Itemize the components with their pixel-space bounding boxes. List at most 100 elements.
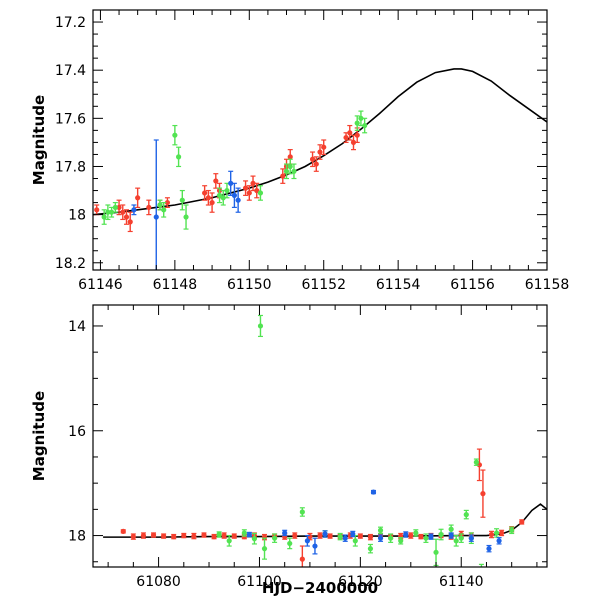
data-point-green — [473, 459, 479, 465]
data-point-green — [433, 549, 439, 555]
data-point-green — [358, 115, 364, 121]
x-tick-label: 61140 — [439, 574, 484, 590]
data-point-red — [292, 532, 298, 539]
model-curve — [93, 68, 547, 216]
data-point-red — [161, 533, 167, 539]
y-tick-label: 18.2 — [55, 256, 86, 272]
data-point-green — [283, 168, 290, 174]
data-point-red — [191, 533, 197, 539]
data-point-red — [254, 187, 260, 194]
y-tick-label: 18 — [68, 529, 86, 545]
data-point-red — [499, 530, 505, 536]
data-point-green — [388, 535, 394, 541]
data-point-blue — [304, 538, 310, 544]
data-point-blue — [350, 531, 356, 537]
data-point-green — [216, 192, 223, 198]
x-tick-label: 61146 — [78, 277, 123, 293]
x-tick-label: 61080 — [136, 574, 181, 590]
data-point-green — [337, 534, 343, 540]
data-point-blue — [403, 531, 409, 538]
y-axis-label: Magnitude — [30, 391, 48, 481]
data-point-green — [352, 538, 358, 544]
data-point-green — [257, 190, 264, 196]
data-point-green — [438, 531, 444, 538]
data-point-green — [179, 197, 185, 203]
bottom-panel: 61080 61100 61120 61140 14 16 18 Magnitude HJD−2… — [30, 304, 548, 597]
data-point-red — [350, 139, 357, 146]
data-point-red — [280, 173, 286, 179]
series-red — [94, 124, 360, 233]
data-point-red — [130, 534, 136, 540]
data-point-green — [101, 214, 107, 220]
plot-area — [93, 68, 547, 270]
data-point-blue — [231, 192, 238, 198]
data-point-red — [347, 130, 353, 136]
data-point-green — [299, 509, 305, 515]
series-blue — [246, 489, 502, 555]
data-point-red — [367, 534, 374, 540]
data-point-red — [321, 144, 327, 150]
data-point-green — [105, 209, 111, 215]
data-point-red — [146, 204, 152, 211]
data-point-green — [493, 530, 500, 536]
data-point-green — [224, 187, 230, 194]
data-point-red — [408, 532, 414, 539]
data-point-blue — [377, 535, 384, 541]
data-point-blue — [228, 180, 234, 186]
data-point-red — [488, 531, 495, 538]
data-point-blue — [428, 534, 434, 540]
y-axis-label: Magnitude — [30, 95, 48, 185]
data-point-green — [257, 323, 264, 329]
data-point-green — [484, 583, 489, 588]
data-point-blue — [235, 197, 241, 203]
data-point-red — [209, 199, 215, 206]
data-point-red — [120, 528, 126, 534]
y-tick-label: 14 — [68, 319, 86, 335]
data-point-red — [140, 532, 147, 539]
y-tick-label: 18 — [68, 208, 86, 224]
data-point-green — [220, 195, 226, 201]
data-point-red — [309, 156, 316, 162]
data-point-green — [479, 567, 484, 572]
data-point-red — [171, 534, 177, 540]
data-point-green — [413, 530, 419, 536]
data-point-red — [116, 204, 122, 211]
x-tick-label: 61158 — [525, 277, 570, 293]
y-tick-label: 17.8 — [55, 159, 86, 175]
data-point-red — [317, 532, 323, 539]
top-panel: 61146 61148 61150 61152 61154 61156 61158 17.2 1… — [30, 9, 570, 293]
data-point-green — [161, 207, 167, 213]
data-point-red — [164, 199, 171, 206]
data-point-blue — [153, 214, 159, 220]
data-point-green — [398, 538, 404, 544]
data-point-red — [221, 532, 227, 539]
x-tick-label: 61156 — [450, 277, 495, 293]
data-point-green — [251, 536, 258, 542]
data-point-red — [327, 533, 333, 539]
data-point-green — [509, 527, 515, 533]
data-point-red — [201, 532, 207, 538]
plot-frame — [92, 9, 548, 271]
data-point-green — [362, 122, 368, 129]
series-green — [101, 110, 368, 230]
data-point-red — [127, 219, 133, 225]
plot-area — [103, 314, 547, 588]
series-blue — [131, 139, 241, 270]
data-point-green — [458, 535, 464, 541]
data-point-red — [287, 154, 293, 160]
data-point-green — [272, 535, 278, 541]
data-point-red — [299, 556, 305, 562]
data-point-red — [231, 533, 237, 539]
data-point-red — [246, 190, 252, 196]
data-point-green — [157, 202, 163, 208]
data-point-red — [519, 519, 525, 525]
data-point-green — [291, 168, 297, 174]
data-point-blue — [246, 531, 252, 538]
data-point-red — [317, 149, 323, 155]
data-point-blue — [131, 207, 137, 213]
data-point-green — [287, 540, 293, 547]
data-point-red — [354, 132, 360, 138]
data-point-red — [123, 214, 130, 220]
data-point-red — [181, 532, 187, 539]
